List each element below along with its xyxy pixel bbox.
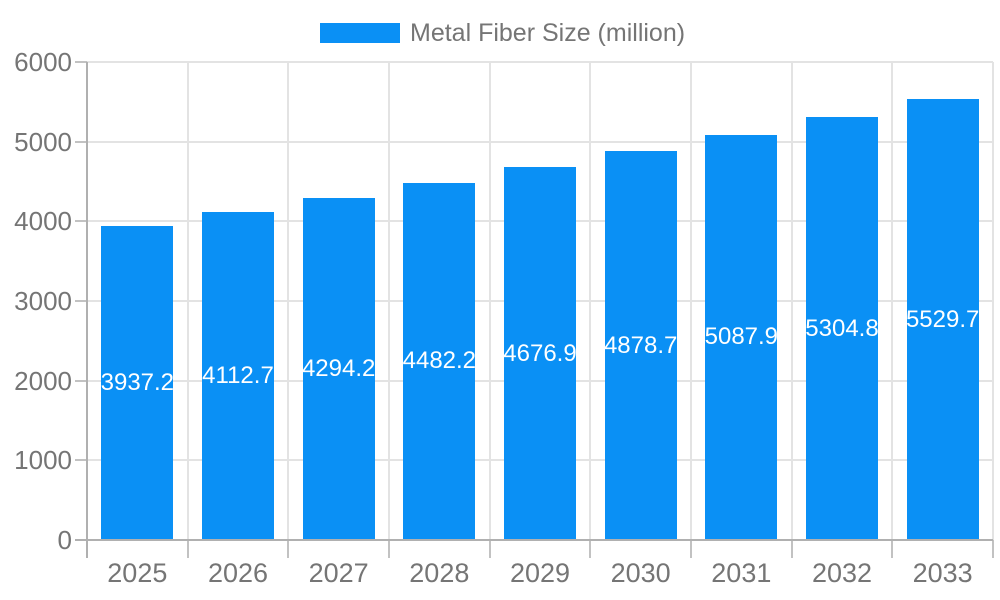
y-tick-label: 1000 bbox=[14, 445, 72, 476]
x-axis-tick bbox=[790, 540, 793, 558]
bar-value-label: 3937.2 bbox=[100, 369, 175, 397]
bar[interactable] bbox=[604, 151, 677, 540]
x-tick-label: 2030 bbox=[610, 558, 671, 588]
y-axis-tick bbox=[75, 459, 87, 462]
v-gridline bbox=[388, 62, 390, 540]
bar-value-label: 4112.7 bbox=[202, 362, 274, 390]
v-gridline bbox=[186, 62, 189, 540]
y-tick-label: 4000 bbox=[14, 206, 72, 237]
x-tick-label: 2033 bbox=[912, 558, 973, 588]
y-tick-label: 3000 bbox=[14, 286, 72, 316]
y-axis-tick bbox=[75, 140, 87, 143]
y-tick-label: 5000 bbox=[14, 126, 72, 157]
x-axis-tick bbox=[488, 540, 491, 558]
bar-value-label: 4878.7 bbox=[603, 331, 678, 359]
h-gridline bbox=[87, 61, 993, 63]
x-axis-tick bbox=[388, 540, 390, 558]
x-tick-label: 2026 bbox=[207, 558, 269, 588]
bar[interactable] bbox=[403, 182, 476, 540]
y-axis-tick bbox=[75, 61, 87, 63]
x-tick-label: 2032 bbox=[811, 558, 873, 588]
legend-label: Metal Fiber Size (million) bbox=[410, 18, 686, 47]
y-axis-tick bbox=[75, 379, 87, 382]
y-tick-label: 0 bbox=[57, 525, 72, 555]
x-tick-label: 2027 bbox=[308, 558, 369, 588]
v-gridline bbox=[790, 62, 793, 540]
y-axis-tick bbox=[75, 220, 87, 223]
v-gridline bbox=[992, 62, 994, 540]
x-tick-label: 2025 bbox=[107, 558, 168, 588]
legend-swatch bbox=[320, 23, 400, 43]
bar[interactable] bbox=[906, 99, 979, 540]
x-axis-tick bbox=[287, 540, 290, 558]
x-axis-tick bbox=[589, 540, 592, 558]
legend-item[interactable]: Metal Fiber Size (million) bbox=[320, 15, 685, 51]
bar-value-label: 5529.7 bbox=[905, 305, 980, 333]
v-gridline bbox=[488, 62, 491, 540]
y-tick-label: 2000 bbox=[14, 365, 72, 396]
x-axis-tick bbox=[992, 540, 994, 558]
x-tick-label: 2029 bbox=[509, 558, 571, 588]
x-tick-label: 2031 bbox=[711, 558, 772, 588]
v-gridline bbox=[891, 62, 894, 540]
y-axis-tick bbox=[75, 300, 87, 302]
bar[interactable] bbox=[705, 134, 778, 540]
bar-value-label: 4676.9 bbox=[503, 339, 577, 367]
bar[interactable] bbox=[202, 212, 274, 540]
h-gridline bbox=[87, 140, 993, 143]
bar[interactable] bbox=[302, 197, 375, 540]
bar-value-label: 4482.2 bbox=[402, 347, 477, 375]
bar-value-label: 5304.8 bbox=[805, 314, 879, 342]
x-axis-line bbox=[75, 539, 993, 541]
y-axis-line bbox=[86, 62, 88, 558]
v-gridline bbox=[589, 62, 592, 540]
bar-value-label: 4294.2 bbox=[301, 354, 376, 382]
bar[interactable] bbox=[504, 167, 576, 540]
bar[interactable] bbox=[101, 226, 174, 540]
y-tick-label: 6000 bbox=[14, 47, 72, 77]
x-axis-tick bbox=[690, 540, 692, 558]
x-tick-label: 2028 bbox=[409, 558, 470, 588]
v-gridline bbox=[287, 62, 290, 540]
bar-value-label: 5087.9 bbox=[704, 323, 779, 351]
bar[interactable] bbox=[806, 117, 878, 540]
v-gridline bbox=[690, 62, 692, 540]
x-axis-tick bbox=[891, 540, 894, 558]
x-axis-tick bbox=[186, 540, 189, 558]
